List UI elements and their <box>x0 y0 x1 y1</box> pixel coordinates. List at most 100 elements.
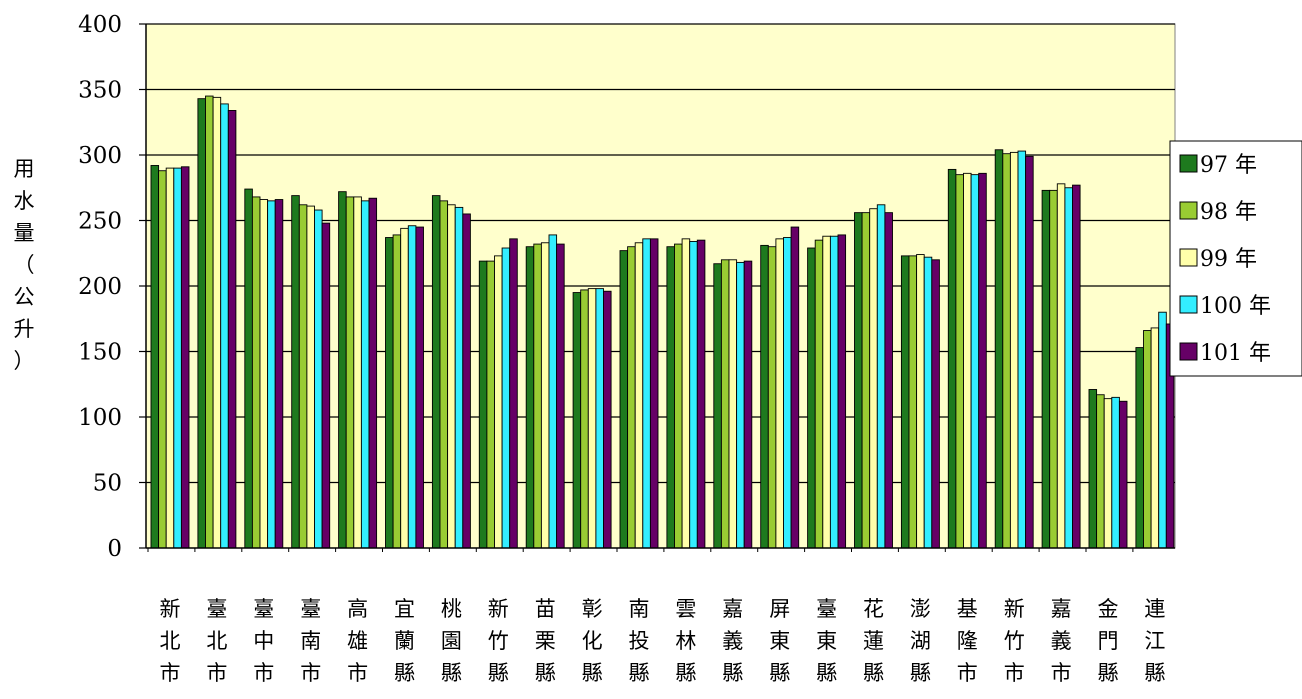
bar-5-19 <box>1025 155 1034 549</box>
bar-5-14 <box>790 226 800 549</box>
bar-3-5 <box>353 196 362 549</box>
bar-1-19 <box>994 149 1004 549</box>
x-tick-label: 臺東縣 <box>816 597 837 685</box>
legend-label: 99 年 <box>1200 247 1257 272</box>
bar-1-2 <box>197 98 206 549</box>
bar-2-15 <box>814 239 824 549</box>
bar-5-15 <box>837 234 847 549</box>
bar-4-10 <box>595 288 604 549</box>
bar-2-5 <box>345 196 355 549</box>
y-axis-label: 用水量 （ 公升 ） <box>14 157 35 373</box>
bar-2-3 <box>251 196 261 549</box>
x-tick-label: 基隆市 <box>957 597 978 685</box>
legend-label: 97 年 <box>1200 153 1257 178</box>
y-axis-label-char: （ <box>14 253 35 277</box>
y-axis-label-char: 升 <box>14 317 35 341</box>
bar-5-8 <box>509 238 518 549</box>
bar-3-1 <box>165 167 175 549</box>
bar-1-11 <box>619 250 629 549</box>
bar-5-9 <box>556 243 565 549</box>
bar-1-3 <box>244 188 253 549</box>
bar-2-13 <box>720 259 730 549</box>
x-tick-label: 桃園縣 <box>441 597 462 685</box>
bar-3-8 <box>494 255 503 549</box>
x-tick-label: 臺中市 <box>253 597 274 685</box>
bar-2-12 <box>674 243 683 549</box>
bar-4-17 <box>923 256 933 549</box>
bar-2-9 <box>533 243 542 549</box>
y-axis-label-char: 水 <box>14 189 35 213</box>
bar-5-12 <box>696 239 706 549</box>
y-tick-label: 150 <box>78 340 122 366</box>
bar-1-7 <box>431 195 441 549</box>
bar-4-7 <box>454 206 464 549</box>
y-tick-labels: 0 50 100 150 200 250 300 350 400 <box>78 12 122 562</box>
x-tick-label: 花蓮縣 <box>863 597 884 685</box>
bar-2-16 <box>861 212 871 549</box>
y-tick-label: 300 <box>78 143 122 169</box>
bar-1-9 <box>525 246 535 549</box>
bar-1-20 <box>1041 189 1051 549</box>
x-tick-label: 金門縣 <box>1098 597 1119 685</box>
y-tick-label: 200 <box>78 274 122 300</box>
y-tick-label: 400 <box>78 12 122 38</box>
x-tick-label: 新北市 <box>160 597 181 685</box>
bar-4-2 <box>220 103 229 549</box>
bar-5-20 <box>1072 184 1081 549</box>
bar-3-4 <box>306 205 315 549</box>
bar-4-13 <box>736 261 745 549</box>
bar-2-22 <box>1143 330 1152 549</box>
y-tick-label: 0 <box>107 536 122 562</box>
x-tick-label: 新竹市 <box>1004 597 1025 685</box>
bar-2-17 <box>908 255 918 549</box>
bar-1-12 <box>666 246 675 549</box>
x-tick-label: 宜蘭縣 <box>394 597 415 685</box>
bar-2-19 <box>1002 153 1011 549</box>
legend-label: 98 年 <box>1200 200 1257 225</box>
bar-4-3 <box>267 200 276 549</box>
bar-4-22 <box>1158 311 1167 549</box>
bar-5-17 <box>931 259 940 549</box>
bar-5-16 <box>884 212 893 549</box>
bar-5-2 <box>227 110 237 549</box>
bar-2-8 <box>486 260 495 549</box>
bar-4-19 <box>1017 150 1027 549</box>
legend-label: 101 年 <box>1200 341 1271 366</box>
bar-1-4 <box>291 195 300 549</box>
bar-2-11 <box>627 246 636 549</box>
bar-3-14 <box>775 238 784 549</box>
x-tick-label: 嘉義縣 <box>722 597 743 685</box>
bar-2-20 <box>1049 189 1058 549</box>
bar-4-18 <box>970 174 980 549</box>
bar-1-17 <box>900 255 910 549</box>
bar-4-20 <box>1064 187 1073 549</box>
legend-swatch <box>1179 154 1198 173</box>
bar-4-16 <box>876 204 886 549</box>
bar-2-2 <box>205 95 214 549</box>
bar-5-11 <box>649 238 659 549</box>
bar-3-10 <box>587 288 597 549</box>
bar-3-6 <box>400 227 409 549</box>
bar-3-22 <box>1150 327 1160 549</box>
y-axis-label-char: 公 <box>14 285 35 309</box>
x-tick-label: 屏東縣 <box>769 597 790 685</box>
x-tick-label: 臺南市 <box>300 597 321 685</box>
bar-4-21 <box>1111 396 1120 549</box>
bar-1-8 <box>478 260 488 549</box>
bar-4-4 <box>314 209 323 549</box>
y-axis-label-char: 量 <box>14 221 35 245</box>
y-tick-label: 250 <box>78 209 122 235</box>
bar-3-18 <box>963 172 972 549</box>
x-tick-label: 嘉義市 <box>1051 597 1072 685</box>
bar-1-1 <box>150 165 160 549</box>
bar-1-18 <box>947 168 957 549</box>
bar-5-21 <box>1118 400 1128 549</box>
legend-swatch <box>1179 295 1198 314</box>
bar-2-21 <box>1096 394 1105 549</box>
bar-1-10 <box>572 292 582 549</box>
bar-2-7 <box>439 200 449 549</box>
bar-2-18 <box>955 174 964 549</box>
bar-1-14 <box>760 244 769 549</box>
